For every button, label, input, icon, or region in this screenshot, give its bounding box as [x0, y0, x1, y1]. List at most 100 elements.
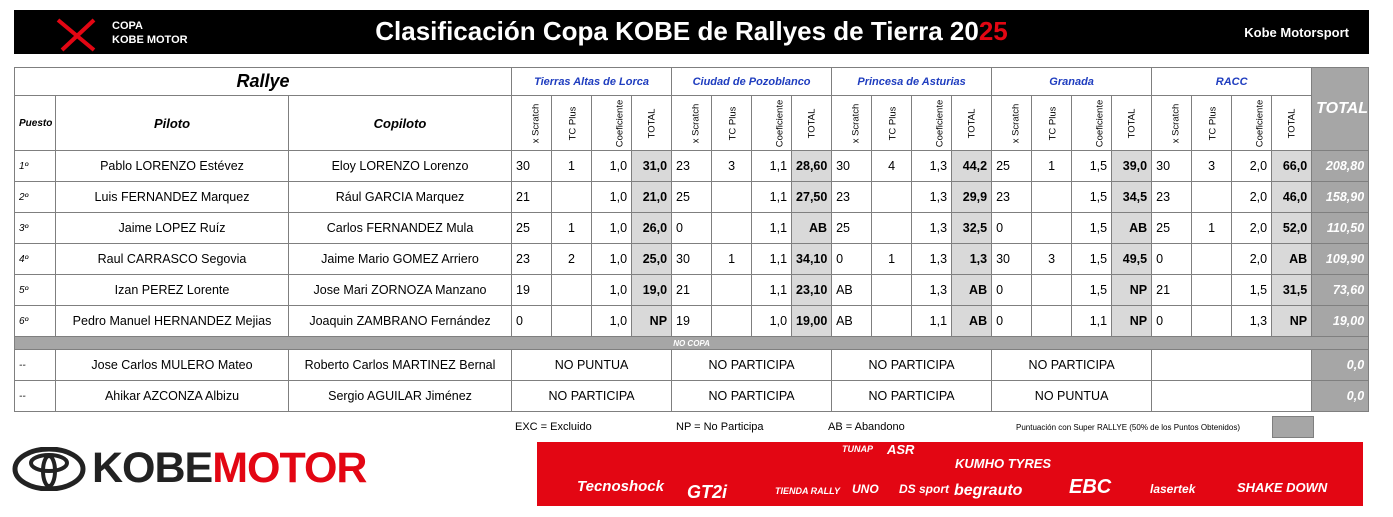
table-row: 1º Pablo LORENZO Estévez Eloy LORENZO Lore… [14, 150, 1370, 182]
result-cell: 1,1 [751, 243, 793, 275]
result-cell: 2,0 [1231, 181, 1273, 213]
sub-header: TOTAL [791, 95, 833, 151]
table-row: 3º Jaime LOPEZ Ruíz Carlos FERNANDEZ Mula 2… [14, 212, 1370, 244]
result-cell: 66,0 [1271, 150, 1313, 182]
result-cell: 30 [511, 150, 553, 182]
codriver: Joaquin ZAMBRANO Fernández [287, 305, 513, 337]
sub-header: Coeficiente [911, 95, 953, 151]
table-row: 6º Pedro Manuel HERNANDEZ Mejias Joaquin Z… [14, 305, 1370, 337]
result-cell: 2,0 [1231, 243, 1273, 275]
driver: Pedro Manuel HERNANDEZ Mejias [55, 305, 289, 337]
sponsor: lasertek [1150, 482, 1196, 496]
position: -- [14, 349, 56, 381]
result-cell: 23 [671, 150, 713, 182]
codriver: Jose Mari ZORNOZA Manzano [287, 274, 513, 306]
result-cell: 3 [1031, 243, 1073, 275]
rally-name: Princesa de Asturias [831, 67, 993, 96]
logo-bottom: KOBE MOTOR [112, 34, 188, 46]
result-cell: 0 [511, 305, 553, 337]
result-cell [871, 274, 913, 306]
result-cell: 1,3 [911, 243, 953, 275]
result-cell: 2,0 [1231, 212, 1273, 244]
result-cell [1031, 212, 1073, 244]
driver: Raul CARRASCO Segovia [55, 243, 289, 275]
legend: EXC = Excluido NP = No Participa AB = Aban… [0, 421, 1393, 441]
result-cell: 27,50 [791, 181, 833, 213]
result-cell: 1,1 [1071, 305, 1113, 337]
separator: NO COPA [13, 336, 1370, 350]
result-cell [1191, 181, 1233, 213]
status: NO PARTICIPA [831, 349, 993, 381]
title: Clasificación Copa KOBE de Rallyes de Ti… [14, 16, 1369, 47]
result-cell: 1,3 [911, 212, 953, 244]
sponsor: TIENDA RALLY [775, 486, 840, 496]
result-cell: 1,1 [751, 212, 793, 244]
table-row: 5º Izan PEREZ Lorente Jose Mari ZORNOZA Ma… [14, 274, 1370, 306]
table-row: 4º Raul CARRASCO Segovia Jaime Mario GOMEZ… [14, 243, 1370, 275]
status [1151, 349, 1313, 381]
result-cell: 34,10 [791, 243, 833, 275]
sponsor: KUMHO TYRES [955, 456, 1052, 471]
title-text: Clasificación Copa KOBE de Rallyes de Ti… [375, 16, 979, 46]
rally-name: RACC [1151, 67, 1313, 96]
result-cell: 25 [991, 150, 1033, 182]
status: NO PUNTUA [511, 349, 673, 381]
result-cell: 1,0 [591, 243, 633, 275]
position: 6º [14, 305, 56, 337]
result-cell: 1,5 [1071, 150, 1113, 182]
sub-header: x Scratch [671, 95, 713, 151]
result-cell: 25 [831, 212, 873, 244]
result-cell: 25 [511, 212, 553, 244]
position: -- [14, 380, 56, 412]
total: 0,0 [1311, 380, 1370, 412]
result-cell [1031, 274, 1073, 306]
result-cell: 1 [551, 212, 593, 244]
result-cell [871, 212, 913, 244]
legend-item: EXC = Excluido [515, 421, 592, 433]
sub-header-text: Coeficiente [774, 99, 786, 147]
sub-header-text: x Scratch [690, 103, 702, 143]
legend-item: AB = Abandono [828, 421, 905, 433]
sub-header-text: x Scratch [850, 103, 862, 143]
sponsor: DS sport [899, 482, 950, 496]
sub-header-text: Coeficiente [614, 99, 626, 147]
sub-header: TC Plus [1191, 95, 1233, 151]
caption: Rallye [13, 67, 513, 96]
table-row: NO COPA [13, 336, 1370, 350]
status: NO PUNTUA [991, 380, 1153, 412]
sub-header-text: Coeficiente [934, 99, 946, 147]
position: 5º [14, 274, 56, 306]
super-swatch [1272, 416, 1314, 438]
result-cell: 4 [871, 150, 913, 182]
driver: Jaime LOPEZ Ruíz [55, 212, 289, 244]
sub-header-text: TC Plus [1207, 106, 1219, 140]
logo-top: COPA [112, 20, 143, 32]
result-cell: 1,5 [1071, 181, 1113, 213]
super-note: Puntuación con Super RALLYE (50% de los … [1016, 423, 1240, 432]
result-cell: 44,2 [951, 150, 993, 182]
rally-name: Ciudad de Pozoblanco [671, 67, 833, 96]
result-cell: 23,10 [791, 274, 833, 306]
codriver: Roberto Carlos MARTINEZ Bernal [287, 349, 513, 381]
result-cell: 21,0 [631, 181, 673, 213]
brand-accent: MOTOR [212, 444, 367, 492]
title-accent: 25 [978, 16, 1008, 46]
result-cell [1191, 243, 1233, 275]
result-cell [1191, 305, 1233, 337]
sponsor: begrauto [954, 482, 1023, 499]
footer-brand: KOBEMOTOR [92, 444, 368, 493]
result-cell: 19,0 [631, 274, 673, 306]
sub-header-text: TOTAL [966, 108, 978, 138]
sponsor: EBC [1069, 476, 1112, 498]
total-header: TOTAL [1311, 67, 1370, 151]
sub-header: TC Plus [551, 95, 593, 151]
result-cell: 1,3 [951, 243, 993, 275]
result-cell: 1,0 [591, 212, 633, 244]
sponsor: UNO [852, 482, 879, 496]
codriver-header: Copiloto [287, 95, 513, 151]
sub-header-text: TC Plus [727, 106, 739, 140]
sub-header: Coeficiente [1071, 95, 1113, 151]
driver: Pablo LORENZO Estévez [55, 150, 289, 182]
result-cell [871, 181, 913, 213]
